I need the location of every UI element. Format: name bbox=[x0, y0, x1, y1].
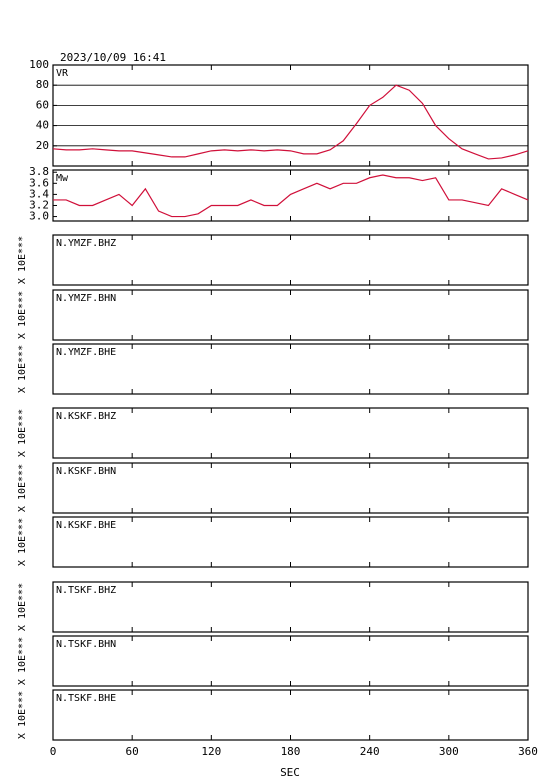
y-tick-label: 60 bbox=[36, 98, 49, 111]
panel-label: N.YMZF.BHN bbox=[56, 293, 116, 304]
panel-label: VR bbox=[56, 68, 69, 79]
x-tick-label: 300 bbox=[439, 745, 459, 758]
panel-label: N.KSKF.BHZ bbox=[56, 411, 116, 422]
y-tick-label: 40 bbox=[36, 119, 49, 132]
panel-frame bbox=[52, 234, 529, 286]
x-tick-label: 120 bbox=[201, 745, 221, 758]
panel-frame bbox=[52, 169, 529, 222]
x-axis-label: SEC bbox=[280, 766, 300, 779]
panel-frame bbox=[52, 343, 529, 395]
panel-label: N.YMZF.BHE bbox=[56, 347, 116, 358]
panel-label: N.YMZF.BHZ bbox=[56, 238, 116, 249]
panel-label: N.TSKF.BHZ bbox=[56, 585, 116, 596]
panel-label: Mw bbox=[56, 173, 69, 184]
y-axis-label: X 10E*** bbox=[17, 583, 28, 631]
x-tick-label: 360 bbox=[518, 745, 538, 758]
y-axis-label: X 10E*** bbox=[17, 518, 28, 566]
panel-frame bbox=[52, 289, 529, 341]
panel-frame bbox=[52, 407, 529, 459]
x-tick-label: 60 bbox=[126, 745, 139, 758]
panel-frame bbox=[52, 581, 529, 633]
y-axis-label: X 10E*** bbox=[17, 345, 28, 393]
y-tick-label: 3.6 bbox=[29, 176, 49, 189]
panel-frame bbox=[52, 462, 529, 514]
y-tick-label: 3.8 bbox=[29, 165, 49, 178]
x-tick-label: 0 bbox=[50, 745, 57, 758]
panel-label: N.TSKF.BHE bbox=[56, 693, 116, 704]
y-axis-label: X 10E*** bbox=[17, 291, 28, 339]
y-tick-label: 20 bbox=[36, 139, 49, 152]
timestamp: 2023/10/09 16:41 bbox=[60, 51, 166, 64]
y-tick-label: 80 bbox=[36, 78, 49, 91]
y-tick-label: 3.4 bbox=[29, 187, 49, 200]
x-tick-label: 240 bbox=[360, 745, 380, 758]
y-tick-label: 3.0 bbox=[29, 210, 49, 223]
y-axis-label: X 10E*** bbox=[17, 409, 28, 457]
y-tick-label: 3.2 bbox=[29, 198, 49, 211]
data-line bbox=[52, 84, 529, 160]
y-axis-label: X 10E*** bbox=[17, 236, 28, 284]
y-axis-label: X 10E*** bbox=[17, 464, 28, 512]
panel-frame bbox=[52, 635, 529, 687]
panel-label: N.KSKF.BHE bbox=[56, 520, 116, 531]
panel-label: N.KSKF.BHN bbox=[56, 466, 116, 477]
y-axis-label: X 10E*** bbox=[17, 691, 28, 739]
y-axis-label: X 10E*** bbox=[17, 637, 28, 685]
y-tick-label: 100 bbox=[29, 58, 49, 71]
panel-frame bbox=[52, 689, 529, 741]
panel-label: N.TSKF.BHN bbox=[56, 639, 116, 650]
data-line bbox=[53, 174, 529, 218]
x-tick-label: 180 bbox=[281, 745, 301, 758]
panel-frame bbox=[52, 516, 529, 568]
